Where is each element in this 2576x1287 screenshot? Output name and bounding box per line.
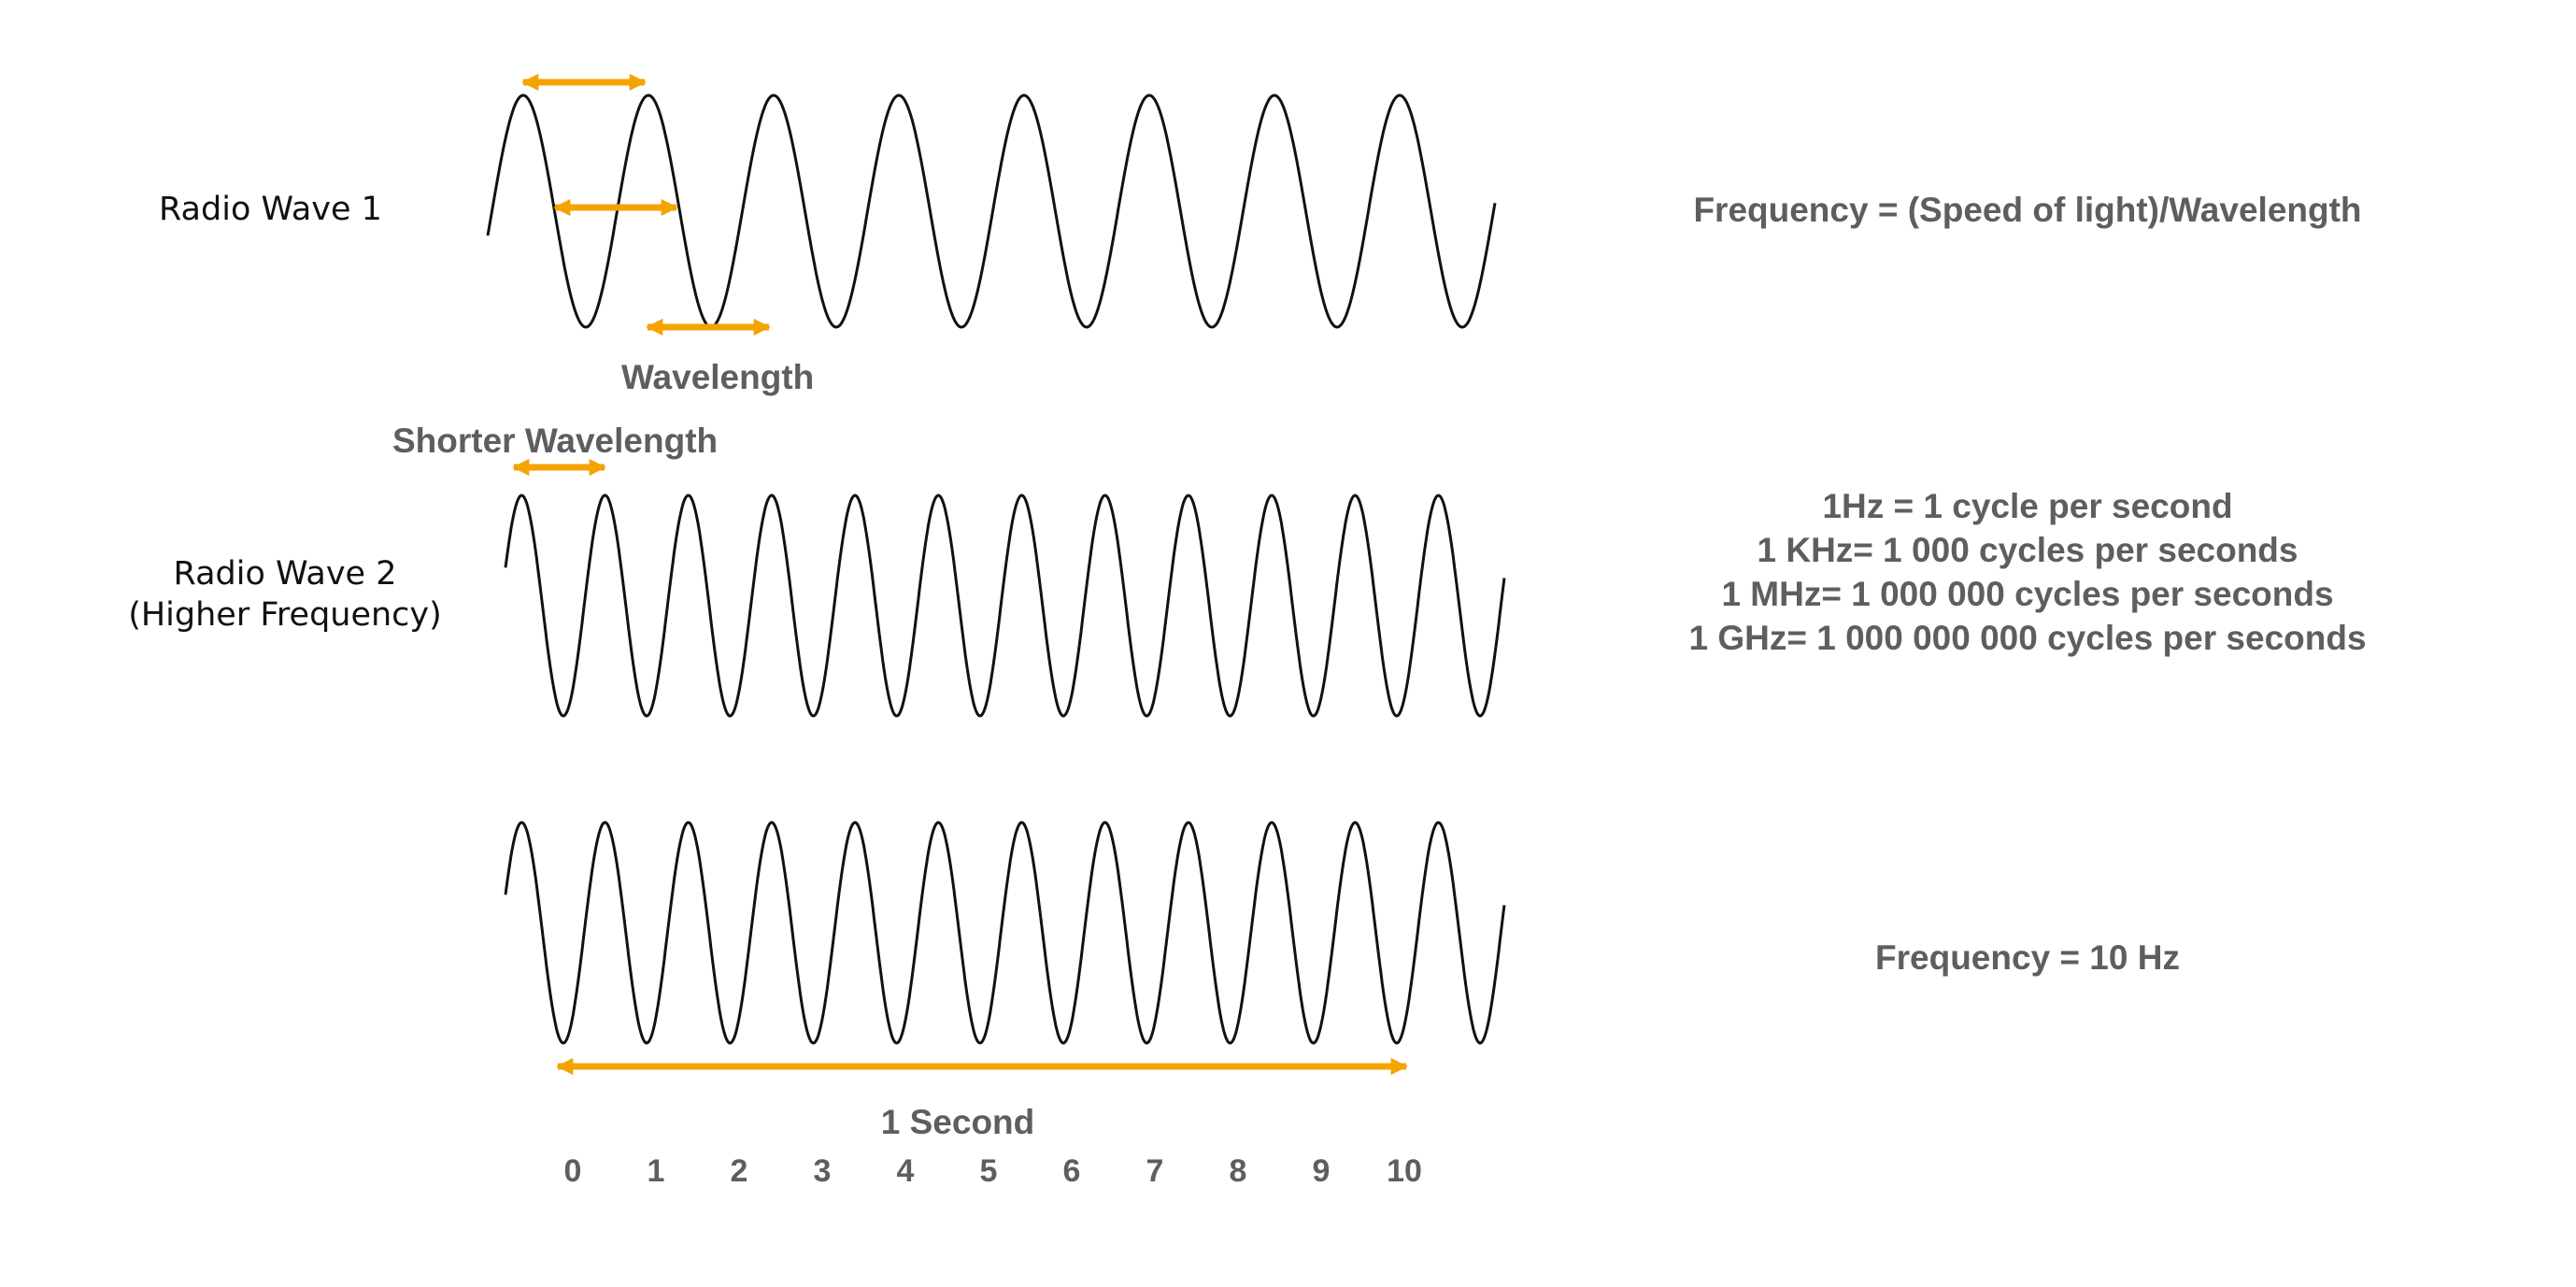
- time-tick-8: 8: [1229, 1153, 1247, 1189]
- unit-khz: 1 KHz= 1 000 cycles per seconds: [1757, 531, 2298, 569]
- time-tick-3: 3: [813, 1153, 832, 1189]
- frequency-value: Frequency = 10 Hz: [1875, 938, 2180, 977]
- radio-wave-2-label: Radio Wave 2 (Higher Frequency): [112, 553, 458, 636]
- radio-wave-10hz: [504, 821, 1506, 1045]
- unit-ghz: 1 GHz= 1 000 000 000 cycles per seconds: [1688, 619, 2367, 657]
- time-tick-2: 2: [730, 1153, 748, 1189]
- radio-wave-1: [486, 93, 1497, 329]
- radio-wave-2-title: Radio Wave 2: [173, 555, 397, 593]
- time-tick-1: 1: [647, 1153, 665, 1189]
- unit-hz: 1Hz = 1 cycle per second: [1822, 487, 2233, 525]
- frequency-formula: Frequency = (Speed of light)/Wavelength: [1693, 191, 2362, 229]
- radio-wave-2: [504, 493, 1506, 718]
- time-tick-6: 6: [1062, 1153, 1081, 1189]
- time-tick-10: 10: [1387, 1153, 1422, 1189]
- frequency-units-list: 1Hz = 1 cycle per second 1 KHz= 1 000 cy…: [1588, 484, 2467, 660]
- one-second-label: 1 Second: [880, 1103, 1035, 1141]
- time-tick-0: 0: [563, 1153, 582, 1189]
- unit-mhz: 1 MHz= 1 000 000 cycles per seconds: [1721, 575, 2334, 613]
- radio-wave-2-subtitle: (Higher Frequency): [128, 596, 442, 634]
- time-tick-9: 9: [1312, 1153, 1331, 1189]
- time-tick-5: 5: [979, 1153, 998, 1189]
- time-tick-4: 4: [896, 1153, 915, 1189]
- wavelength-label: Wavelength: [621, 358, 815, 396]
- radio-wave-1-label: Radio Wave 1: [159, 191, 382, 228]
- time-tick-7: 7: [1146, 1153, 1164, 1189]
- shorter-wavelength-label: Shorter Wavelength: [392, 422, 719, 460]
